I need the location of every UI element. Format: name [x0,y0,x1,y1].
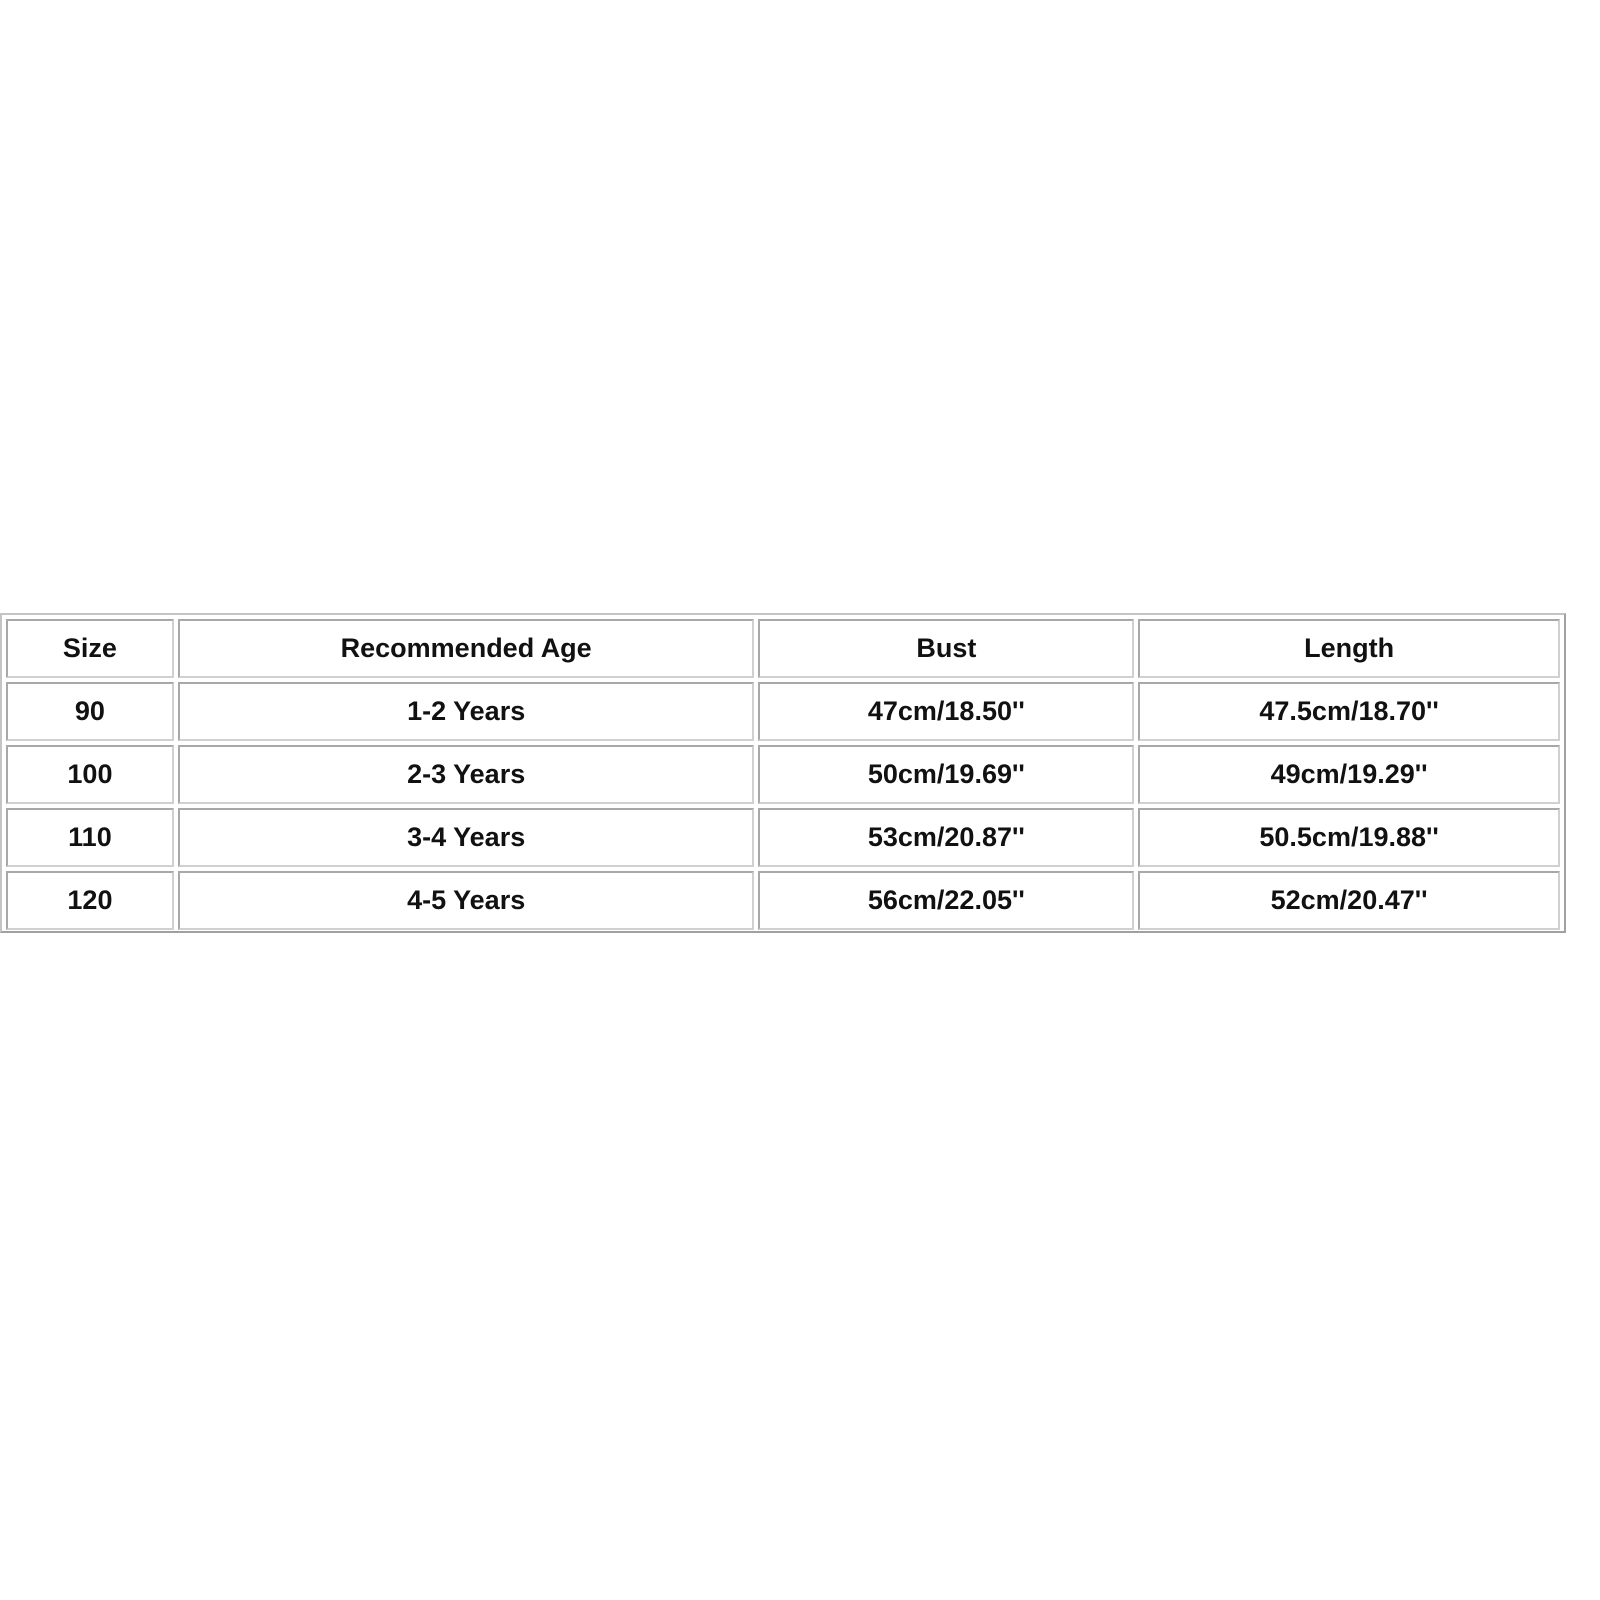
size-chart: Size Recommended Age Bust Length 90 1-2 … [0,613,1566,933]
cell-length: 49cm/19.29'' [1138,745,1560,804]
size-table: Size Recommended Age Bust Length 90 1-2 … [2,615,1564,934]
cell-bust: 56cm/22.05'' [758,871,1135,930]
cell-size: 90 [6,682,174,741]
cell-age: 1-2 Years [177,682,755,741]
table-row: 120 4-5 Years 56cm/22.05'' 52cm/20.47'' [6,871,1560,930]
cell-age: 3-4 Years [177,808,755,867]
cell-bust: 47cm/18.50'' [758,682,1135,741]
cell-length: 47.5cm/18.70'' [1138,682,1560,741]
table-row: 110 3-4 Years 53cm/20.87'' 50.5cm/19.88'… [6,808,1560,867]
cell-length: 50.5cm/19.88'' [1138,808,1560,867]
table-row: 100 2-3 Years 50cm/19.69'' 49cm/19.29'' [6,745,1560,804]
cell-size: 120 [6,871,174,930]
header-size: Size [6,619,174,678]
header-recommended-age: Recommended Age [177,619,755,678]
cell-age: 2-3 Years [177,745,755,804]
cell-bust: 53cm/20.87'' [758,808,1135,867]
cell-size: 110 [6,808,174,867]
cell-length: 52cm/20.47'' [1138,871,1560,930]
header-row: Size Recommended Age Bust Length [6,619,1560,678]
cell-bust: 50cm/19.69'' [758,745,1135,804]
cell-age: 4-5 Years [177,871,755,930]
table-row: 90 1-2 Years 47cm/18.50'' 47.5cm/18.70'' [6,682,1560,741]
header-bust: Bust [758,619,1135,678]
cell-size: 100 [6,745,174,804]
header-length: Length [1138,619,1560,678]
